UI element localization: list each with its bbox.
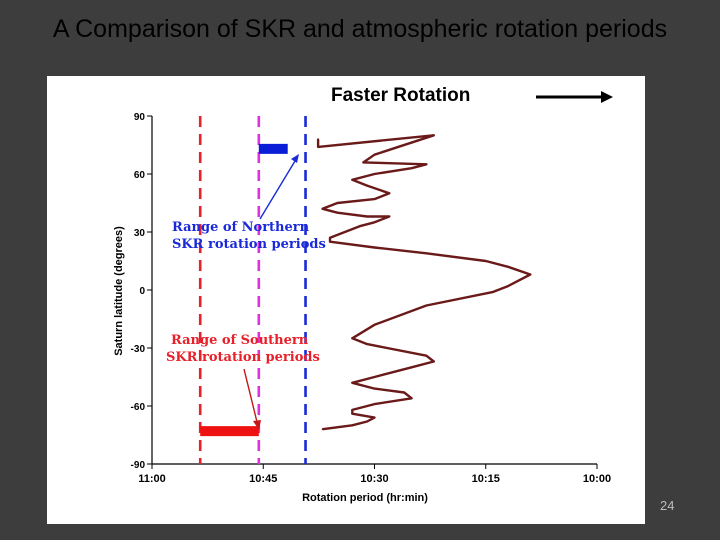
profile-point — [373, 153, 376, 156]
profile-point — [351, 412, 354, 415]
range-bars — [200, 143, 288, 437]
profile-point — [366, 343, 368, 345]
profile-point — [373, 246, 376, 249]
chart-ticks: 90 60 30 0 -30 -60 -90 11:00 10:45 10:30 10:15 10:0… — [131, 112, 612, 485]
profile-point — [358, 225, 361, 228]
y-tick-label: -30 — [131, 344, 146, 355]
profile-point — [373, 387, 376, 390]
profile-point — [403, 391, 406, 394]
rotation-chart: 90 60 30 0 -30 -60 -90 11:00 10:45 10:30 10:15 10:0… — [113, 85, 613, 504]
profile-point — [425, 354, 428, 357]
profile-point — [329, 236, 331, 239]
north-pointer-arrow — [259, 154, 299, 220]
profile-point — [410, 167, 413, 170]
profile-point — [373, 416, 376, 419]
profile-point — [317, 146, 319, 148]
x-axis-label: Rotation period (hr:min) — [302, 492, 428, 504]
profile-point — [366, 420, 368, 423]
profile-point — [432, 134, 435, 137]
chart-figure: 90 60 30 0 -30 -60 -90 11:00 10:45 10:30 10:15 10:0… — [47, 76, 645, 524]
profile-point — [484, 260, 487, 262]
north-range-bar — [258, 143, 288, 154]
profile-point — [336, 202, 339, 204]
slide-title: A Comparison of SKR and atmospheric rota… — [52, 15, 668, 43]
profile-point — [362, 161, 365, 164]
profile-point — [425, 304, 428, 307]
profile-point — [410, 397, 413, 400]
y-tick-label: -60 — [131, 402, 146, 413]
y-tick-label: 0 — [139, 286, 145, 297]
profile-point — [321, 428, 324, 431]
profile-point — [351, 424, 354, 427]
profile-point — [529, 273, 532, 276]
profile-point — [410, 366, 413, 369]
y-axis-label: Saturn latitude (degrees) — [113, 226, 125, 356]
north-range-label-line1: Range of Northern — [172, 220, 310, 235]
y-tick-label: 60 — [134, 170, 146, 181]
profile-point — [351, 178, 354, 181]
profile-point — [317, 138, 319, 141]
profile-point — [366, 184, 368, 187]
profile-point — [373, 376, 376, 378]
profile-point — [492, 291, 495, 293]
y-tick-label: 90 — [134, 112, 146, 123]
profile-point — [329, 240, 331, 243]
profile-point — [388, 215, 391, 218]
south-range-label-line2: SKR rotation periods — [166, 350, 320, 365]
profile-point — [351, 381, 354, 384]
profile-point — [373, 403, 376, 405]
profile-point — [388, 192, 391, 195]
chart-axes — [151, 116, 597, 465]
profile-point — [366, 215, 368, 218]
profile-point — [507, 265, 509, 268]
profile-point — [507, 285, 509, 287]
north-range-label-line2: SKR rotation periods — [172, 237, 326, 252]
faster-arrow-icon — [536, 91, 613, 103]
profile-point — [425, 252, 428, 255]
profile-point — [373, 173, 376, 175]
profile-point — [373, 198, 376, 200]
x-tick-label: 10:00 — [583, 473, 611, 485]
profile-point — [321, 207, 324, 210]
south-pointer-arrow — [243, 368, 261, 430]
faster-rotation-label: Faster Rotation — [331, 85, 470, 106]
series-lines — [316, 134, 532, 431]
profile-point — [432, 360, 435, 363]
y-tick-label: -90 — [131, 460, 146, 471]
x-tick-label: 10:45 — [249, 473, 277, 485]
x-tick-label: 10:30 — [360, 473, 388, 485]
south-range-label-line1: Range of Southern — [171, 333, 309, 348]
profile-point — [336, 211, 339, 214]
profile-point — [373, 323, 376, 326]
south-range-bar — [200, 426, 259, 437]
y-tick-label: 30 — [134, 228, 146, 239]
profile-point — [351, 409, 354, 411]
reference-lines — [198, 116, 307, 464]
profile-point — [425, 163, 428, 166]
profile-point — [373, 221, 376, 224]
atmospheric-rotation-profile — [316, 134, 532, 431]
x-tick-label: 10:15 — [472, 473, 500, 485]
x-tick-label: 11:00 — [138, 473, 166, 485]
profile-point — [351, 337, 354, 340]
slide-number: 24 — [660, 498, 675, 513]
